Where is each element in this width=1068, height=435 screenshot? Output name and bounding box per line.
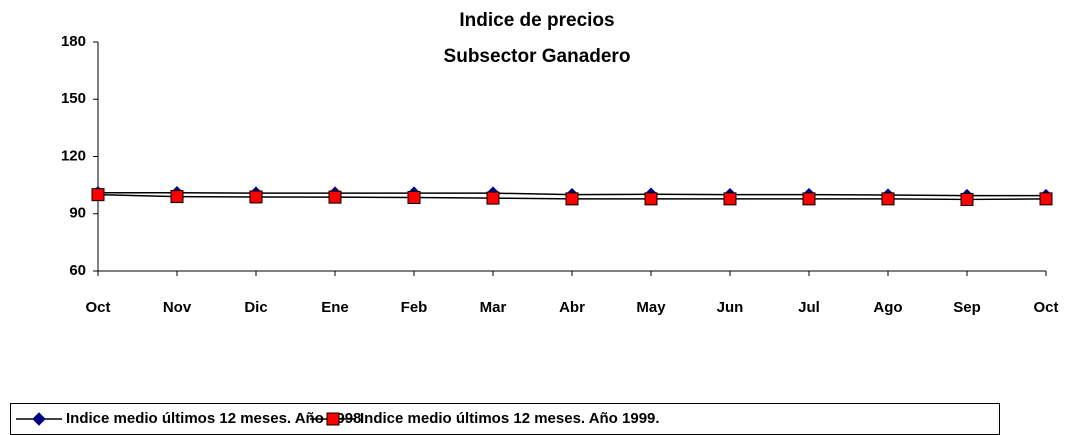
x-tick-label: Ene — [321, 299, 349, 316]
x-tick-label: Nov — [163, 299, 192, 316]
marker — [486, 191, 500, 205]
y-tick-label: 150 — [61, 90, 86, 107]
marker — [170, 190, 184, 204]
marker — [326, 412, 340, 426]
x-tick-label: Jul — [798, 299, 820, 316]
x-tick-label: Feb — [401, 299, 428, 316]
marker — [960, 192, 974, 206]
marker — [1039, 192, 1053, 206]
x-tick-label: Oct — [1033, 299, 1058, 316]
y-tick-label: 90 — [69, 205, 86, 222]
x-tick-label: Ago — [873, 299, 902, 316]
y-tick-label: 120 — [61, 147, 86, 164]
marker — [565, 192, 579, 206]
marker — [802, 192, 816, 206]
x-tick-label: Oct — [85, 299, 110, 316]
y-tick-label: 180 — [61, 33, 86, 50]
marker — [91, 188, 105, 202]
chart-title: Indice de precios — [459, 10, 614, 31]
marker — [881, 192, 895, 206]
marker — [249, 190, 263, 204]
marker — [723, 192, 737, 206]
legend-label: Indice medio últimos 12 meses. Año 1998 — [66, 410, 361, 427]
x-tick-label: Sep — [953, 299, 981, 316]
marker — [32, 412, 46, 426]
x-tick-label: Dic — [244, 299, 267, 316]
marker — [328, 190, 342, 204]
x-tick-label: Mar — [480, 299, 507, 316]
marker — [407, 191, 421, 205]
marker — [644, 192, 658, 206]
x-tick-label: Abr — [559, 299, 585, 316]
y-tick-label: 60 — [69, 262, 86, 279]
chart-subtitle: Subsector Ganadero — [444, 46, 631, 67]
legend-label: Indice medio últimos 12 meses. Año 1999. — [360, 410, 660, 427]
x-tick-label: May — [636, 299, 666, 316]
x-tick-label: Jun — [717, 299, 744, 316]
